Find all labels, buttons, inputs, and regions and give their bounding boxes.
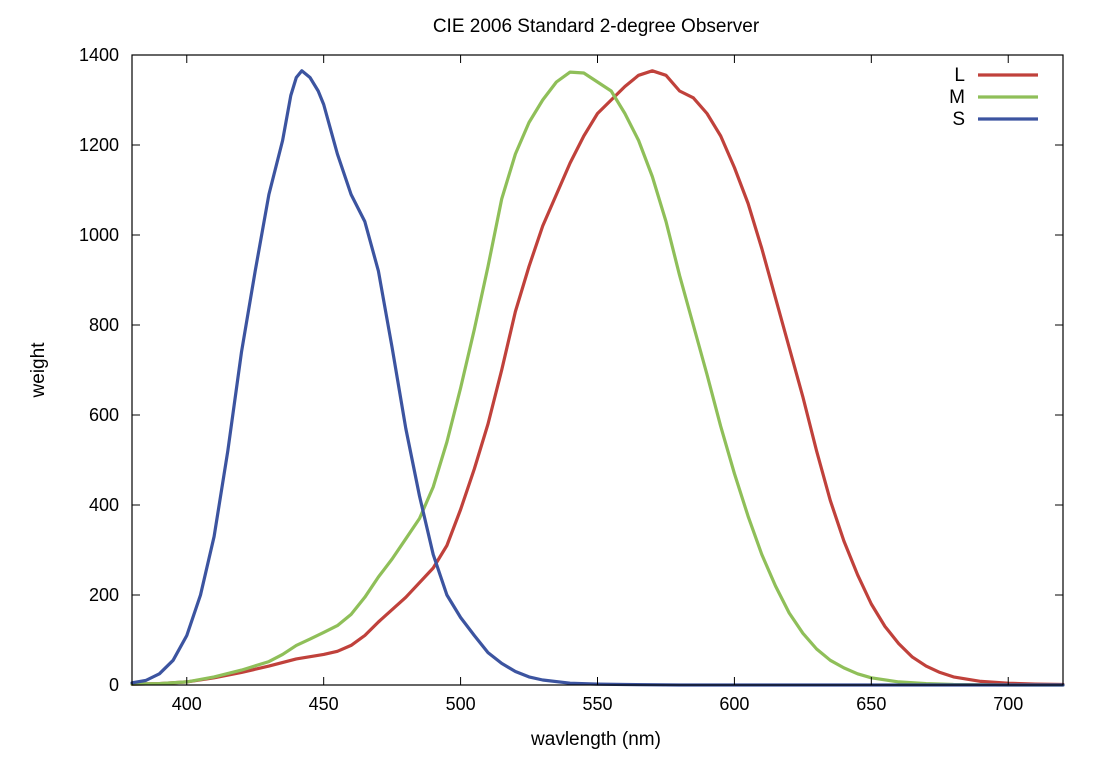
x-tick-label-700: 700 [993, 694, 1023, 714]
series-line-l [130, 69, 1065, 687]
y-tick-label-1000: 1000 [79, 225, 119, 245]
legend-label-l: L [954, 65, 965, 86]
legend-label-s: S [952, 109, 965, 130]
y-tick-label-200: 200 [89, 585, 119, 605]
y-tick-label-800: 800 [89, 315, 119, 335]
y-tick-label-600: 600 [89, 405, 119, 425]
x-tick-label-450: 450 [309, 694, 339, 714]
plot-frame [131, 54, 1064, 686]
x-axis-title: wavlength (nm) [530, 729, 661, 750]
y-tick-label-1400: 1400 [79, 45, 119, 65]
legend-label-m: M [949, 87, 965, 108]
y-axis-title: weight [28, 342, 49, 399]
x-tick-label-500: 500 [446, 694, 476, 714]
chart-title: CIE 2006 Standard 2-degree Observer [433, 16, 760, 37]
x-tick-label-550: 550 [582, 694, 612, 714]
plot-area: 400 450 500 550 600 650 700 0 200 400 600 800 1000 12… [79, 45, 1065, 714]
x-tick-label-400: 400 [172, 694, 202, 714]
y-tick-label-1200: 1200 [79, 135, 119, 155]
y-tick-label-400: 400 [89, 495, 119, 515]
x-tick-label-650: 650 [856, 694, 886, 714]
x-tick-label-600: 600 [719, 694, 749, 714]
series-line-m [130, 70, 1065, 687]
y-tick-label-0: 0 [109, 675, 119, 695]
series-line-s [130, 69, 1065, 687]
